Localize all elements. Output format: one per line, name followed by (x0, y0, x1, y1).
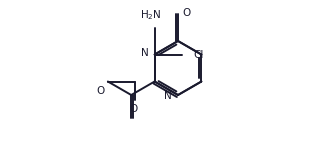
Text: N: N (164, 91, 172, 101)
Text: H$_2$N: H$_2$N (140, 9, 161, 22)
Text: O: O (97, 85, 105, 96)
Text: N: N (141, 48, 149, 58)
Text: O: O (182, 8, 190, 18)
Text: O: O (129, 104, 137, 114)
Text: Cl: Cl (194, 50, 204, 60)
